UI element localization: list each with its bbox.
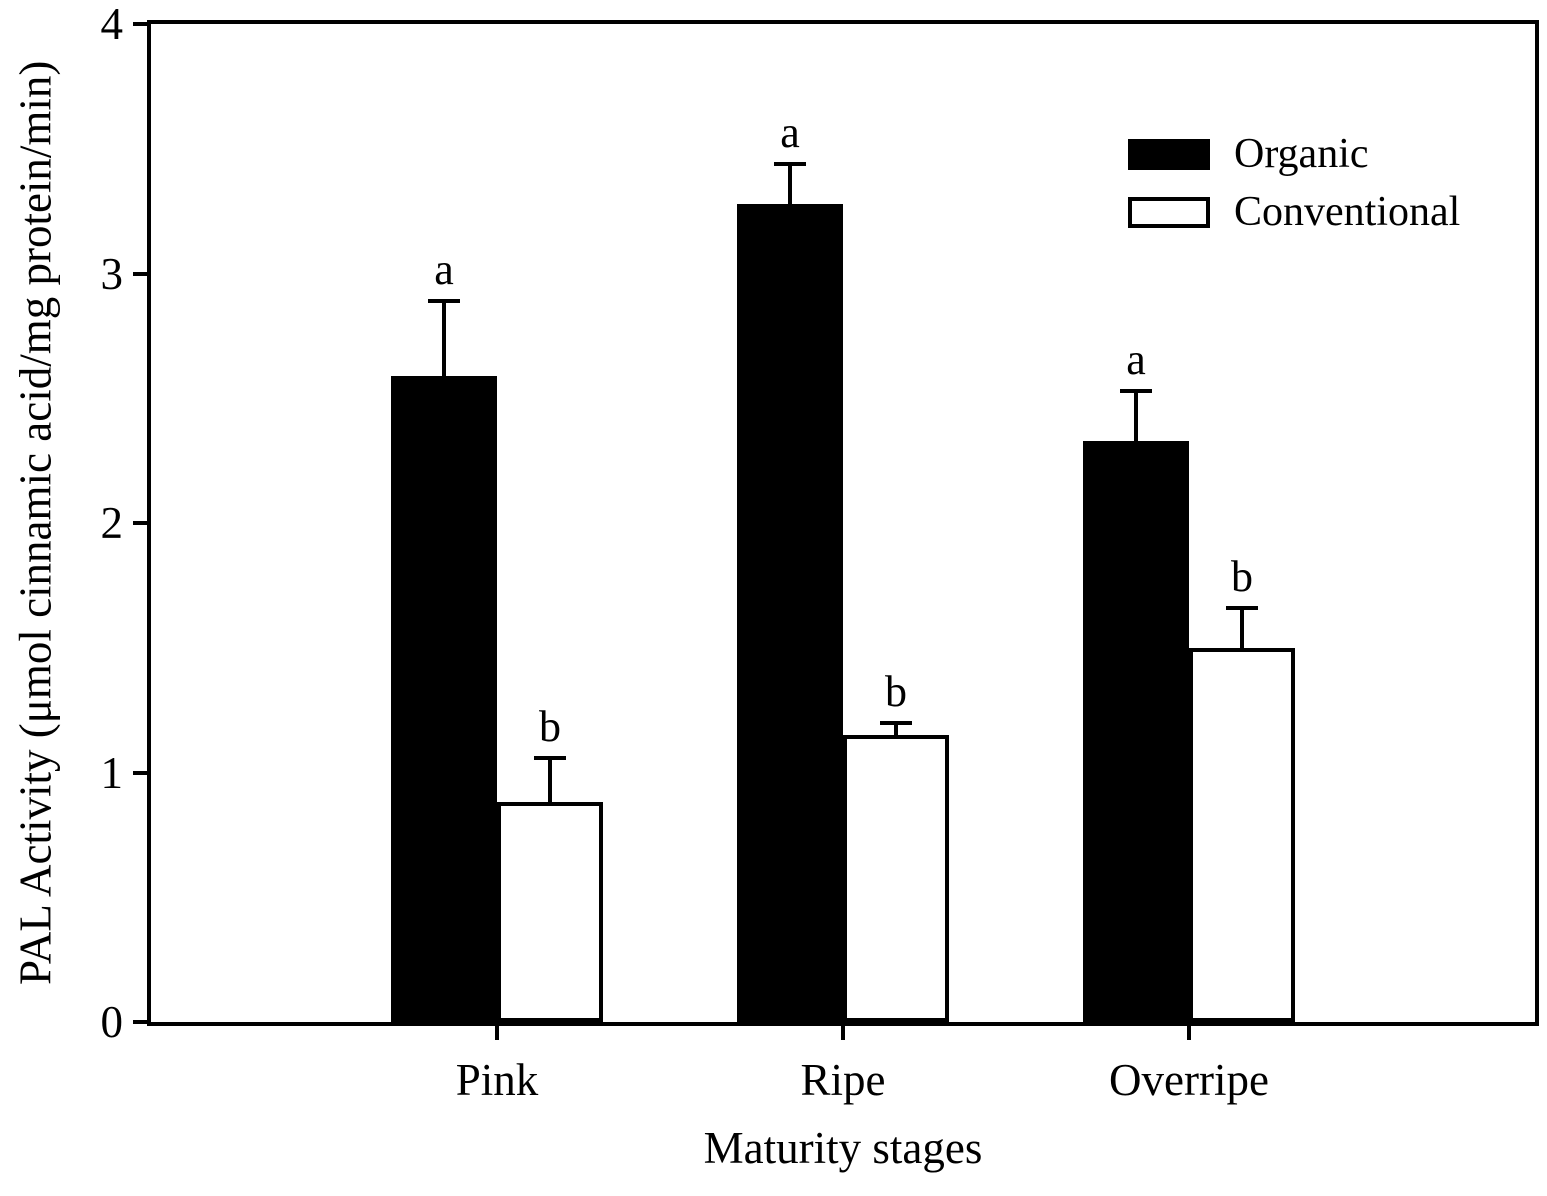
y-tick-label: 3 — [100, 248, 124, 299]
y-tick-mark — [133, 271, 147, 276]
sig-letter-conventional-overripe: b — [1231, 551, 1253, 601]
error-bar-conventional-pink — [548, 757, 552, 803]
y-tick-label: 1 — [100, 747, 124, 798]
x-tick-label: Pink — [455, 1055, 539, 1105]
error-bar-cap-organic-overripe — [1120, 388, 1152, 393]
bar-conventional-overripe — [1189, 647, 1295, 1022]
bar-organic-pink — [391, 375, 497, 1022]
y-tick-label: 2 — [100, 498, 124, 548]
y-tick-mark — [133, 770, 147, 775]
bar-conventional-ripe — [843, 735, 949, 1022]
legend-swatch-conventional — [1128, 196, 1210, 228]
x-tick-label: Ripe — [800, 1055, 886, 1105]
legend-label-conventional: Conventional — [1234, 189, 1461, 235]
bar-organic-overripe — [1083, 440, 1189, 1022]
error-bar-cap-conventional-pink — [534, 755, 566, 760]
error-bar-cap-organic-ripe — [774, 161, 806, 166]
legend-swatch-organic — [1128, 138, 1210, 170]
y-tick-mark — [133, 521, 147, 525]
y-tick-mark — [133, 22, 147, 26]
error-bar-conventional-ripe — [894, 722, 898, 736]
x-tick-label: Overripe — [1109, 1055, 1269, 1105]
x-tick-mark — [841, 1026, 845, 1040]
bar-conventional-pink — [497, 802, 603, 1022]
x-axis-title: Maturity stages — [703, 1123, 983, 1173]
error-bar-cap-organic-pink — [428, 298, 460, 303]
error-bar-cap-conventional-overripe — [1226, 605, 1258, 610]
sig-letter-organic-ripe: a — [780, 107, 800, 157]
sig-letter-conventional-ripe: b — [885, 666, 907, 716]
y-tick-label: 4 — [100, 0, 124, 49]
error-bar-organic-pink — [442, 300, 446, 376]
legend-entry-conventional: Conventional — [1128, 191, 1460, 233]
x-tick-mark — [495, 1026, 499, 1040]
sig-letter-conventional-pink: b — [539, 701, 561, 751]
legend-label-organic: Organic — [1234, 131, 1369, 177]
bar-organic-ripe — [737, 203, 843, 1022]
error-bar-organic-ripe — [788, 163, 792, 204]
y-tick-label: 0 — [100, 997, 124, 1047]
x-tick-mark — [1187, 1026, 1191, 1040]
error-bar-conventional-overripe — [1240, 607, 1244, 648]
error-bar-cap-conventional-ripe — [880, 720, 912, 725]
sig-letter-organic-overripe: a — [1126, 334, 1146, 384]
legend: Organic Conventional — [1128, 133, 1460, 249]
sig-letter-organic-pink: a — [434, 244, 454, 294]
error-bar-organic-overripe — [1134, 390, 1138, 441]
y-tick-mark — [133, 1020, 147, 1024]
legend-entry-organic: Organic — [1128, 133, 1460, 175]
